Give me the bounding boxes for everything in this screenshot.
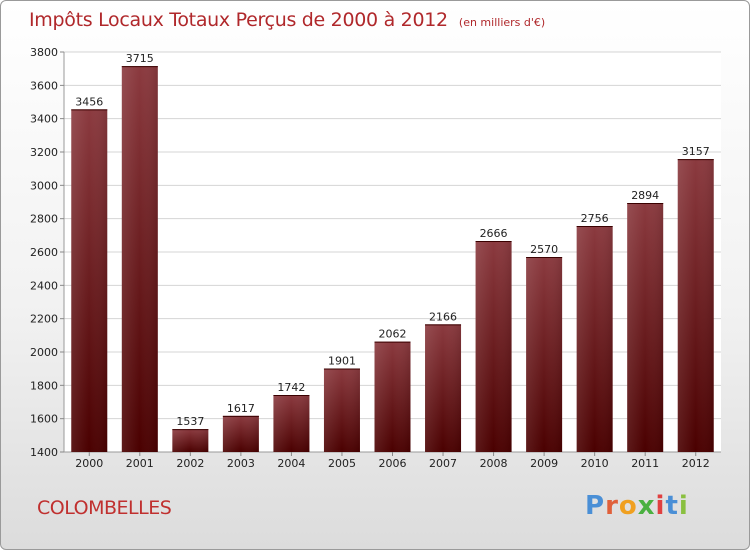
logo-letter: o — [618, 491, 638, 521]
bars — [71, 66, 714, 453]
x-tick-label: 2002 — [176, 457, 204, 470]
data-label: 2062 — [379, 328, 407, 341]
x-tick-label: 2010 — [581, 457, 609, 470]
data-label: 2894 — [631, 189, 659, 202]
logo-letter: t — [665, 491, 679, 521]
chart-title: Impôts Locaux Totaux Perçus de 2000 à 20… — [29, 9, 545, 31]
y-axis: 1400 1600 1800 2000 2200 2400 2600 2800 3000 3200… — [30, 46, 64, 459]
y-tick-label: 1800 — [30, 379, 58, 392]
bar-shine — [374, 341, 411, 452]
x-tick-label: 2000 — [75, 457, 103, 470]
bar-shine — [425, 324, 462, 452]
x-tick-label: 2006 — [379, 457, 407, 470]
x-tick-label: 2008 — [480, 457, 508, 470]
bar-shine — [576, 226, 613, 452]
y-tick-label: 1400 — [30, 446, 58, 459]
bar-shine — [677, 159, 714, 452]
logo-letter: i — [655, 491, 666, 521]
y-tick-label: 2200 — [30, 313, 58, 326]
x-tick-label: 2005 — [328, 457, 356, 470]
logo-letter: P — [585, 491, 606, 521]
data-label: 1742 — [277, 381, 305, 394]
y-tick-label: 3600 — [30, 79, 58, 92]
data-label: 2570 — [530, 243, 558, 256]
x-tick-label: 2011 — [631, 457, 659, 470]
x-tick-label: 2004 — [277, 457, 305, 470]
y-tick-label: 1600 — [30, 413, 58, 426]
bar-shine — [627, 203, 664, 452]
bar-shine — [323, 368, 360, 452]
bar-shine — [222, 415, 259, 452]
bar-shine — [172, 429, 209, 452]
x-tick-label: 2001 — [126, 457, 154, 470]
data-label: 3157 — [682, 145, 710, 158]
data-label: 2166 — [429, 310, 457, 323]
logo-letter: i — [678, 491, 689, 521]
bar-shine — [475, 241, 512, 452]
data-label: 2756 — [581, 212, 609, 225]
chart-unit-text: (en milliers d'€) — [458, 16, 546, 29]
y-tick-label: 2000 — [30, 346, 58, 359]
y-tick-label: 3800 — [30, 46, 58, 59]
data-label: 1901 — [328, 355, 356, 368]
data-label: 2666 — [480, 227, 508, 240]
data-labels: 3456 3715 1537 1617 1742 1901 2062 2166 2666 2570… — [75, 52, 709, 428]
y-tick-label: 2800 — [30, 213, 58, 226]
logo-letter: x — [637, 491, 656, 521]
x-tick-label: 2012 — [682, 457, 710, 470]
x-tick-label: 2009 — [530, 457, 558, 470]
chart-title-text: Impôts Locaux Totaux Perçus de 2000 à 20… — [29, 9, 448, 31]
y-tick-label: 2600 — [30, 246, 58, 259]
x-axis: 2000 2001 2002 2003 2004 2005 2006 2007 2008 2009… — [75, 452, 710, 470]
bar-shine — [526, 257, 563, 452]
bar-shine — [273, 395, 310, 452]
y-tick-label: 3200 — [30, 146, 58, 159]
proxiti-logo: Proxiti — [585, 491, 689, 521]
data-label: 3715 — [126, 52, 154, 65]
y-tick-label: 2400 — [30, 279, 58, 292]
data-label: 1537 — [176, 415, 204, 428]
data-label: 1617 — [227, 402, 255, 415]
commune-name: COLOMBELLES — [37, 497, 172, 519]
bar-shine — [71, 109, 108, 452]
x-tick-label: 2007 — [429, 457, 457, 470]
y-tick-label: 3000 — [30, 179, 58, 192]
bar-shine — [121, 66, 158, 453]
y-tick-label: 3400 — [30, 113, 58, 126]
logo-letter: r — [605, 491, 619, 521]
data-label: 3456 — [75, 95, 103, 108]
x-tick-label: 2003 — [227, 457, 255, 470]
